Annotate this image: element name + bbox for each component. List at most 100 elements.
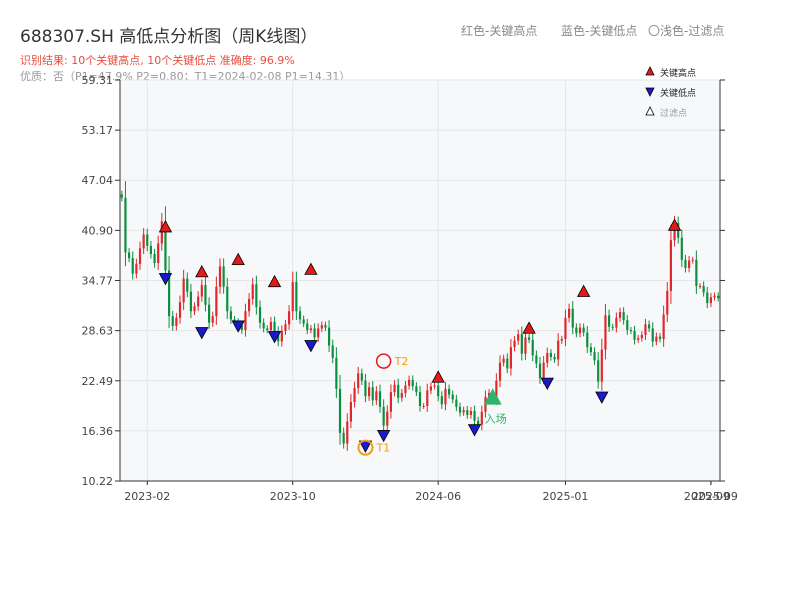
candle-body bbox=[178, 302, 182, 318]
candle-body bbox=[400, 392, 403, 398]
legend-red-key-high: 红色-关键高点 bbox=[461, 24, 538, 38]
candle-body bbox=[531, 339, 534, 356]
candle-body bbox=[647, 324, 651, 329]
key-low-marker bbox=[595, 391, 609, 404]
t2-circle bbox=[375, 353, 392, 369]
candle-body bbox=[615, 317, 618, 328]
candle-body bbox=[244, 311, 247, 331]
candle-body bbox=[346, 421, 349, 444]
candle-body bbox=[295, 281, 298, 312]
candle-body bbox=[509, 347, 513, 369]
x-tick-label: 2025-01 bbox=[542, 490, 588, 503]
candle-body bbox=[349, 401, 353, 422]
key-high-marker bbox=[267, 274, 282, 288]
candle-body bbox=[571, 308, 574, 328]
key-high-marker bbox=[431, 370, 445, 383]
candle-body bbox=[517, 334, 520, 341]
candle-body bbox=[146, 234, 149, 246]
y-tick-label: 53.17 bbox=[82, 124, 114, 137]
legend-low-icon bbox=[645, 87, 655, 97]
page-title: 688307.SH 高低点分析图（周K线图） bbox=[20, 27, 318, 47]
candle-body bbox=[567, 308, 571, 318]
candle-body bbox=[193, 306, 196, 312]
candle-body bbox=[673, 223, 676, 241]
candle-body bbox=[695, 259, 698, 286]
candle-body bbox=[553, 356, 556, 360]
candle-body bbox=[597, 360, 600, 382]
candle-body bbox=[477, 420, 480, 425]
candle-body bbox=[578, 327, 582, 334]
candle-body bbox=[513, 340, 516, 348]
candle-body bbox=[440, 396, 443, 405]
candle-body bbox=[317, 328, 320, 338]
candle-body bbox=[313, 328, 316, 338]
x-tick-label: 2025-09 bbox=[684, 490, 730, 503]
candle-body bbox=[218, 266, 222, 287]
candle-body bbox=[357, 373, 360, 389]
candle-body bbox=[226, 286, 229, 312]
key-low-marker bbox=[267, 331, 282, 344]
candle-body bbox=[506, 358, 509, 369]
candle-body bbox=[713, 295, 716, 298]
candle-body bbox=[338, 388, 342, 433]
candle-body bbox=[175, 317, 178, 326]
candle-body bbox=[164, 221, 167, 271]
candle-body bbox=[167, 270, 171, 317]
candle-body bbox=[618, 312, 622, 318]
candle-body bbox=[367, 387, 371, 397]
t2-label: T2 bbox=[394, 355, 409, 368]
candle-body bbox=[298, 311, 302, 320]
candle-body bbox=[502, 358, 505, 363]
y-tick-label: 22.49 bbox=[82, 375, 114, 388]
candle-body bbox=[353, 388, 356, 402]
legend-blue-key-low: 蓝色-关键低点 bbox=[561, 24, 638, 38]
candle-body bbox=[524, 337, 527, 354]
candle-body bbox=[658, 336, 662, 340]
candle-body bbox=[520, 334, 523, 354]
candle-body bbox=[575, 327, 578, 334]
candle-body bbox=[437, 385, 440, 397]
candle-body bbox=[327, 327, 331, 346]
recognition-summary: 识别结果: 10个关键高点, 10个关键低点 准确度: 96.9% bbox=[20, 54, 295, 67]
candle-body bbox=[320, 325, 323, 329]
candle-body bbox=[662, 314, 665, 340]
candle-body bbox=[371, 387, 374, 401]
candle-body bbox=[447, 388, 451, 395]
legend-low-label: 关键低点 bbox=[660, 87, 696, 99]
candle-body bbox=[411, 379, 414, 387]
candle-body bbox=[633, 330, 636, 340]
candle-body bbox=[382, 406, 385, 426]
candle-body bbox=[538, 363, 542, 379]
candle-body bbox=[215, 286, 218, 317]
x-tick-label: 2023-02 bbox=[124, 490, 170, 503]
candle-body bbox=[404, 385, 407, 393]
candle-body bbox=[451, 394, 454, 400]
candle-body bbox=[669, 240, 673, 291]
candle-body bbox=[542, 362, 545, 379]
candle-body bbox=[204, 285, 207, 305]
candle-body bbox=[189, 291, 193, 312]
key-high-marker bbox=[576, 284, 591, 297]
candle-body bbox=[611, 326, 614, 328]
candle-body bbox=[182, 278, 185, 303]
y-tick-label: 59.31 bbox=[82, 74, 114, 87]
candle-body bbox=[586, 332, 589, 348]
candle-body bbox=[622, 312, 625, 321]
candle-body bbox=[546, 352, 549, 363]
candle-body bbox=[429, 386, 433, 391]
y-tick-label: 40.90 bbox=[82, 224, 114, 237]
candle-body bbox=[473, 410, 476, 421]
candle-body bbox=[386, 411, 389, 426]
candle-body bbox=[280, 330, 283, 342]
candle-body bbox=[364, 380, 367, 397]
candle-body bbox=[266, 328, 269, 331]
y-tick-label: 28.63 bbox=[82, 325, 114, 338]
key-high-marker bbox=[195, 265, 209, 278]
candle-body bbox=[306, 323, 309, 331]
candle-body bbox=[211, 316, 214, 323]
candle-body bbox=[458, 406, 462, 413]
candle-body bbox=[415, 386, 418, 393]
candle-body bbox=[600, 349, 603, 382]
key-low-marker bbox=[467, 424, 482, 437]
